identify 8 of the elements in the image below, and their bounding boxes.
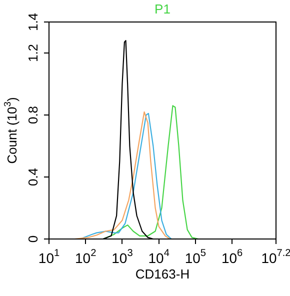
chart-title: P1 [154, 2, 170, 17]
y-tick-label: 0.4 [26, 168, 41, 186]
y-tick-label: 1.4 [26, 12, 41, 32]
x-axis-title: CD163-H [135, 266, 190, 282]
y-tick-label: 1.2 [26, 44, 41, 62]
y-axis-title: Count (103) [2, 97, 20, 164]
y-tick-label: 0.8 [26, 106, 41, 124]
y-tick-label: 0 [26, 235, 41, 243]
